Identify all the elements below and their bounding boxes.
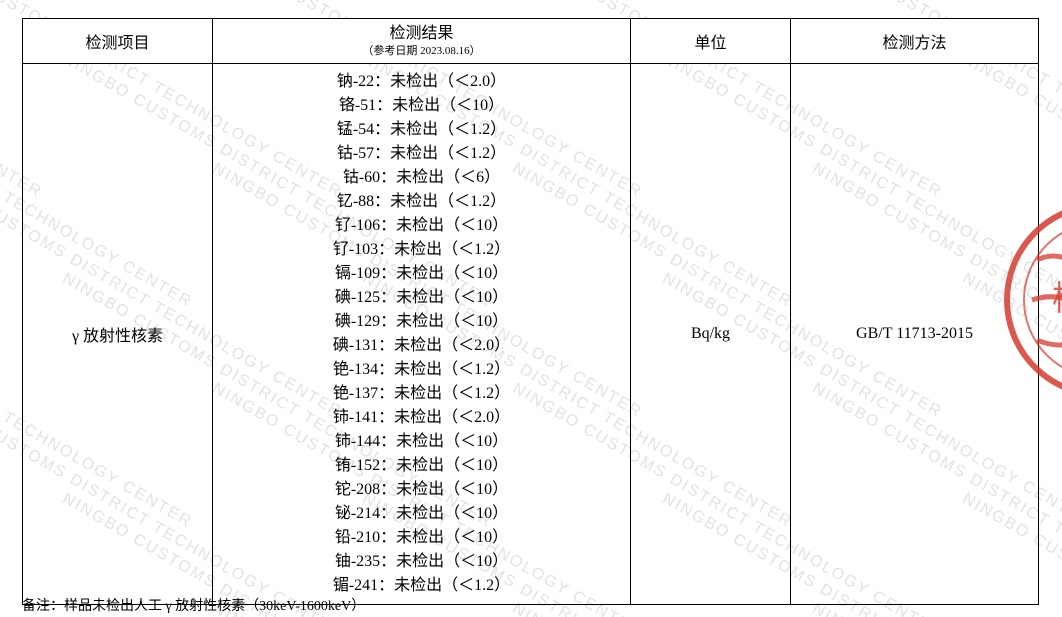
svg-text:检: 检 xyxy=(1052,280,1062,318)
header-item: 检测项目 xyxy=(23,19,213,64)
header-result: 检测结果 （参考日期 2023.08.16） xyxy=(213,19,631,64)
result-line: 钇-88：未检出（＜1.2） xyxy=(213,190,630,214)
result-line: 铋-214：未检出（＜10） xyxy=(213,502,630,526)
result-line: 铕-152：未检出（＜10） xyxy=(213,454,630,478)
header-result-main: 检测结果 xyxy=(213,20,630,44)
header-unit: 单位 xyxy=(631,19,791,64)
result-line: 铬-51：未检出（＜10） xyxy=(213,94,630,118)
result-line: 铀-235：未检出（＜10） xyxy=(213,550,630,574)
header-method: 检测方法 xyxy=(791,19,1039,64)
cell-results: 钠-22：未检出（＜2.0）铬-51：未检出（＜10）锰-54：未检出（＜1.2… xyxy=(213,64,631,605)
result-line: 铈-141：未检出（＜2.0） xyxy=(213,406,630,430)
result-line: 铅-210：未检出（＜10） xyxy=(213,526,630,550)
results-table: 检测项目 检测结果 （参考日期 2023.08.16） 单位 检测方法 γ 放射… xyxy=(22,18,1039,605)
cell-unit: Bq/kg xyxy=(631,64,791,605)
results-table-container: 检测项目 检测结果 （参考日期 2023.08.16） 单位 检测方法 γ 放射… xyxy=(22,18,1038,605)
result-line: 铊-208：未检出（＜10） xyxy=(213,478,630,502)
result-line: 钠-22：未检出（＜2.0） xyxy=(213,70,630,94)
table-header-row: 检测项目 检测结果 （参考日期 2023.08.16） 单位 检测方法 xyxy=(23,19,1039,64)
cell-method: GB/T 11713-2015 xyxy=(791,64,1039,605)
footnote: 备注：样品未检出人工 γ 放射性核素（30keV-1600keV） xyxy=(22,595,365,615)
header-result-sub: （参考日期 2023.08.16） xyxy=(213,44,630,62)
result-line: 碘-125：未检出（＜10） xyxy=(213,286,630,310)
result-line: 钴-57：未检出（＜1.2） xyxy=(213,142,630,166)
table-row: γ 放射性核素 钠-22：未检出（＜2.0）铬-51：未检出（＜10）锰-54：… xyxy=(23,64,1039,605)
result-line: 钌-106：未检出（＜10） xyxy=(213,214,630,238)
result-line: 铯-134：未检出（＜1.2） xyxy=(213,358,630,382)
result-line: 钌-103：未检出（＜1.2） xyxy=(213,238,630,262)
result-line: 碘-131：未检出（＜2.0） xyxy=(213,334,630,358)
cell-item: γ 放射性核素 xyxy=(23,64,213,605)
result-line: 碘-129：未检出（＜10） xyxy=(213,310,630,334)
result-line: 铯-137：未检出（＜1.2） xyxy=(213,382,630,406)
result-line: 镉-109：未检出（＜10） xyxy=(213,262,630,286)
results-list: 钠-22：未检出（＜2.0）铬-51：未检出（＜10）锰-54：未检出（＜1.2… xyxy=(213,70,630,598)
result-line: 铈-144：未检出（＜10） xyxy=(213,430,630,454)
result-line: 锰-54：未检出（＜1.2） xyxy=(213,118,630,142)
result-line: 钴-60：未检出（＜6） xyxy=(213,166,630,190)
